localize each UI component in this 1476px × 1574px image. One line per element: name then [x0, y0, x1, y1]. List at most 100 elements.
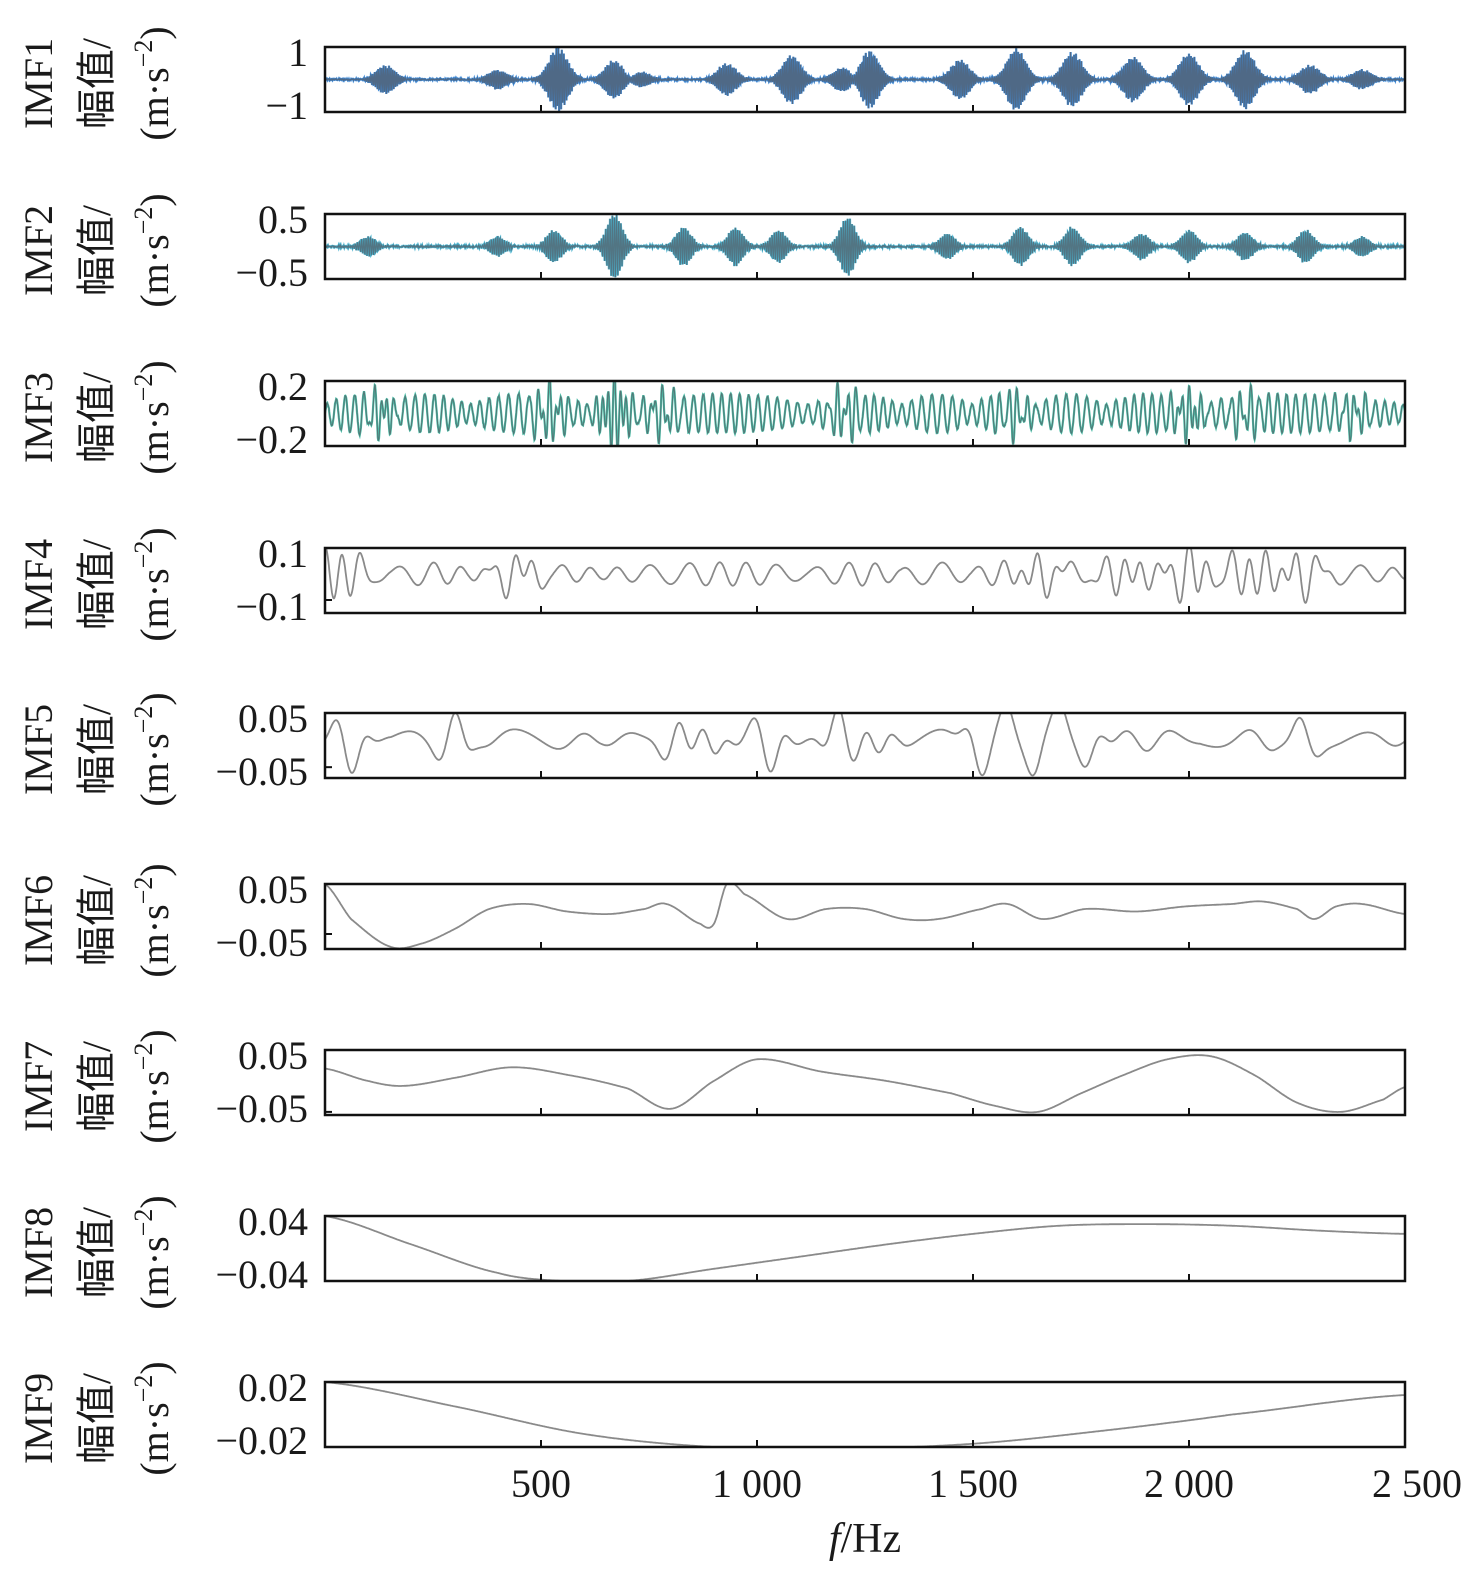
- imf4-axes-box: [323, 546, 1407, 615]
- x-axis-label: f/Hz: [829, 1516, 901, 1562]
- unit-exponent: −2: [129, 1043, 158, 1071]
- imf9-ytick-label-0: 0.02: [238, 1365, 308, 1410]
- unit-suffix: ): [132, 1029, 177, 1042]
- unit-prefix: (m·s: [132, 733, 177, 806]
- imf9-axes-box: [323, 1380, 1407, 1449]
- imf7-ytick-label-0: 0.05: [238, 1033, 308, 1078]
- imf7-unit-label: (m·s−2): [129, 1029, 177, 1143]
- imf4-ytick-label-0: 0.1: [258, 531, 308, 576]
- unit-suffix: ): [132, 193, 177, 206]
- imf3-series-line: [325, 381, 1405, 446]
- imf4-series-line: [325, 548, 1405, 604]
- unit-prefix: (m·s: [132, 234, 177, 307]
- imf2-ytick-label-0: 0.5: [258, 197, 308, 242]
- xtick-label-3: 2 000: [1144, 1461, 1234, 1506]
- imf5-series-line: [325, 713, 1405, 777]
- imf1-unit-label: (m·s−2): [129, 26, 177, 140]
- x-axis-label-unit: /Hz: [841, 1516, 902, 1562]
- imf6-unit-label: (m·s−2): [129, 863, 177, 977]
- unit-prefix: (m·s: [132, 1070, 177, 1143]
- unit-prefix: (m·s: [132, 568, 177, 641]
- xtick-label-2: 1 500: [928, 1461, 1018, 1506]
- imf7-ytick-label-1: −0.05: [215, 1086, 308, 1131]
- unit-prefix: (m·s: [132, 1236, 177, 1309]
- imf8-label: IMF8: [16, 1207, 61, 1298]
- imf3-ylabel: IMF3 幅值/(m·s−2): [16, 360, 177, 474]
- imf2-unit-label: (m·s−2): [129, 193, 177, 307]
- imf6-ylabel: IMF6 幅值/(m·s−2): [16, 863, 177, 977]
- imf7-amplitude-label: 幅值/: [74, 1040, 119, 1132]
- imf6-ytick-label-1: −0.05: [215, 920, 308, 965]
- imf5-unit-label: (m·s−2): [129, 692, 177, 806]
- imf8-ylabel: IMF8 幅值/(m·s−2): [16, 1195, 177, 1309]
- imf4-amplitude-label: 幅值/: [74, 538, 119, 630]
- imf5-axes-box: [323, 711, 1407, 780]
- imf6-axes-box: [323, 882, 1407, 951]
- unit-exponent: −2: [129, 207, 158, 235]
- imf8-ytick-label-0: 0.04: [238, 1199, 308, 1244]
- imf7-ylabel: IMF7 幅值/(m·s−2): [16, 1029, 177, 1143]
- imf9-unit-label: (m·s−2): [129, 1361, 177, 1475]
- unit-prefix: (m·s: [132, 67, 177, 140]
- unit-suffix: ): [132, 1195, 177, 1208]
- imf3-unit-label: (m·s−2): [129, 360, 177, 474]
- unit-suffix: ): [132, 692, 177, 705]
- imf5-amplitude-label: 幅值/: [74, 703, 119, 795]
- imf8-series-line: [325, 1216, 1405, 1281]
- imf4-ylabel: IMF4 幅值/(m·s−2): [16, 527, 177, 641]
- imf6-amplitude-label: 幅值/: [74, 874, 119, 966]
- imf4-ytick-label-1: −0.1: [235, 584, 308, 629]
- unit-exponent: −2: [129, 40, 158, 68]
- unit-exponent: −2: [129, 1375, 158, 1403]
- imf5-ytick-label-0: 0.05: [238, 696, 308, 741]
- unit-prefix: (m·s: [132, 904, 177, 977]
- imf7-axes-box: [323, 1048, 1407, 1117]
- imf1-ylabel: IMF1 幅值/(m·s−2): [16, 26, 177, 140]
- imf2-label: IMF2: [16, 205, 61, 296]
- imf9-ylabel: IMF9 幅值/(m·s−2): [16, 1361, 177, 1475]
- imf1-amplitude-label: 幅值/: [74, 37, 119, 129]
- imf3-amplitude-label: 幅值/: [74, 371, 119, 463]
- unit-suffix: ): [132, 863, 177, 876]
- imf9-label: IMF9: [16, 1373, 61, 1464]
- imf9-series-line: [325, 1382, 1405, 1447]
- imf3-axes-box: [323, 379, 1407, 448]
- xtick-label-4: 2 500: [1372, 1461, 1462, 1506]
- imf2-axes-box: [323, 212, 1407, 281]
- imf7-label: IMF7: [16, 1041, 61, 1132]
- imf1-ytick-label-1: −1: [265, 83, 308, 128]
- unit-suffix: ): [132, 26, 177, 39]
- imf3-label: IMF3: [16, 372, 61, 463]
- imf1-label: IMF1: [16, 38, 61, 129]
- imf7-series-line: [325, 1054, 1405, 1114]
- imf4-label: IMF4: [16, 539, 61, 630]
- xtick-label-0: 500: [511, 1461, 571, 1506]
- imf2-ytick-label-1: −0.5: [235, 250, 308, 295]
- imf8-ytick-label-1: −0.04: [215, 1252, 308, 1297]
- imf8-unit-label: (m·s−2): [129, 1195, 177, 1309]
- unit-exponent: −2: [129, 1209, 158, 1237]
- imf9-amplitude-label: 幅值/: [74, 1372, 119, 1464]
- imf4-unit-label: (m·s−2): [129, 527, 177, 641]
- imf6-series-line: [325, 884, 1405, 949]
- unit-suffix: ): [132, 1361, 177, 1374]
- imf8-amplitude-label: 幅值/: [74, 1206, 119, 1298]
- unit-suffix: ): [132, 360, 177, 373]
- imf5-label: IMF5: [16, 704, 61, 795]
- unit-exponent: −2: [129, 541, 158, 569]
- unit-suffix: ): [132, 527, 177, 540]
- unit-exponent: −2: [129, 374, 158, 402]
- imf2-series-line: [325, 214, 1405, 278]
- imf6-label: IMF6: [16, 875, 61, 966]
- xtick-label-1: 1 000: [712, 1461, 802, 1506]
- imf5-ytick-label-1: −0.05: [215, 749, 308, 794]
- unit-prefix: (m·s: [132, 1402, 177, 1475]
- imf2-ylabel: IMF2 幅值/(m·s−2): [16, 193, 177, 307]
- imf3-ytick-label-1: −0.2: [235, 417, 308, 462]
- imf1-series-line: [325, 47, 1405, 112]
- imf1-ytick-label-0: 1: [288, 30, 308, 75]
- imf8-axes-box: [323, 1214, 1407, 1283]
- imf5-ylabel: IMF5 幅值/(m·s−2): [16, 692, 177, 806]
